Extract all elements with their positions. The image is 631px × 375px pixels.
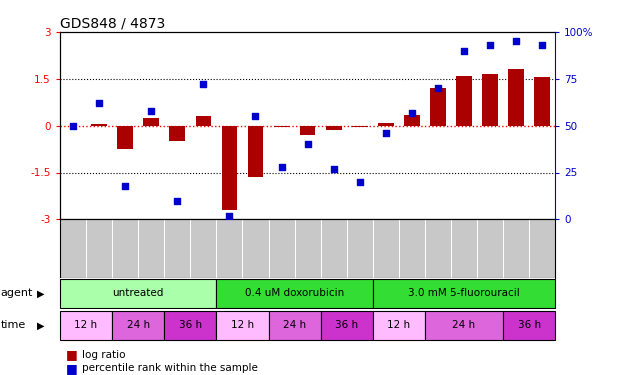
Text: 24 h: 24 h xyxy=(452,320,476,330)
Bar xyxy=(373,279,555,308)
Bar xyxy=(482,74,498,126)
Point xyxy=(485,42,495,48)
Point xyxy=(433,85,443,91)
Text: agent: agent xyxy=(1,288,33,298)
Bar xyxy=(60,311,112,340)
Text: 3.0 mM 5-fluorouracil: 3.0 mM 5-fluorouracil xyxy=(408,288,520,298)
Point xyxy=(407,110,417,116)
Point xyxy=(380,130,391,136)
Point xyxy=(94,100,104,106)
Point xyxy=(198,81,208,87)
Text: 36 h: 36 h xyxy=(335,320,358,330)
Point xyxy=(459,48,469,54)
Bar xyxy=(404,115,420,126)
Text: percentile rank within the sample: percentile rank within the sample xyxy=(82,363,258,373)
Bar xyxy=(321,311,373,340)
Bar xyxy=(326,126,341,130)
Bar xyxy=(247,126,263,177)
Bar xyxy=(509,69,524,126)
Text: 12 h: 12 h xyxy=(387,320,410,330)
Bar xyxy=(274,126,290,127)
Bar xyxy=(300,126,316,135)
Bar xyxy=(91,124,107,126)
Bar xyxy=(352,126,368,127)
Bar xyxy=(216,279,373,308)
Text: ■: ■ xyxy=(66,362,78,375)
Text: GDS848 / 4873: GDS848 / 4873 xyxy=(60,17,165,31)
Bar xyxy=(221,126,237,210)
Bar xyxy=(503,311,555,340)
Bar xyxy=(216,311,269,340)
Bar xyxy=(60,279,216,308)
Bar xyxy=(164,311,216,340)
Text: ■: ■ xyxy=(66,348,78,361)
Bar xyxy=(534,77,550,126)
Text: log ratio: log ratio xyxy=(82,350,126,360)
Bar xyxy=(196,116,211,126)
Text: untreated: untreated xyxy=(112,288,164,298)
Point xyxy=(511,38,521,44)
Text: 12 h: 12 h xyxy=(231,320,254,330)
Point xyxy=(225,213,235,219)
Text: time: time xyxy=(1,320,26,330)
Point xyxy=(329,166,339,172)
Point xyxy=(68,123,78,129)
Text: 24 h: 24 h xyxy=(283,320,306,330)
Bar xyxy=(430,88,445,126)
Text: ▶: ▶ xyxy=(37,320,44,330)
Bar xyxy=(112,311,164,340)
Point xyxy=(537,42,547,48)
Point xyxy=(276,164,286,170)
Point xyxy=(355,179,365,185)
Bar xyxy=(425,311,503,340)
Text: 36 h: 36 h xyxy=(517,320,541,330)
Point xyxy=(302,141,312,147)
Text: 0.4 uM doxorubicin: 0.4 uM doxorubicin xyxy=(245,288,344,298)
Bar xyxy=(456,76,472,126)
Text: ▶: ▶ xyxy=(37,288,44,298)
Text: 36 h: 36 h xyxy=(179,320,202,330)
Bar xyxy=(117,126,133,149)
Bar xyxy=(378,123,394,126)
Text: 12 h: 12 h xyxy=(74,320,98,330)
Bar xyxy=(269,311,321,340)
Bar xyxy=(373,311,425,340)
Point xyxy=(120,183,130,189)
Bar xyxy=(170,126,185,141)
Point xyxy=(251,113,261,119)
Point xyxy=(146,108,156,114)
Bar xyxy=(143,118,159,126)
Point xyxy=(172,198,182,204)
Text: 24 h: 24 h xyxy=(127,320,150,330)
